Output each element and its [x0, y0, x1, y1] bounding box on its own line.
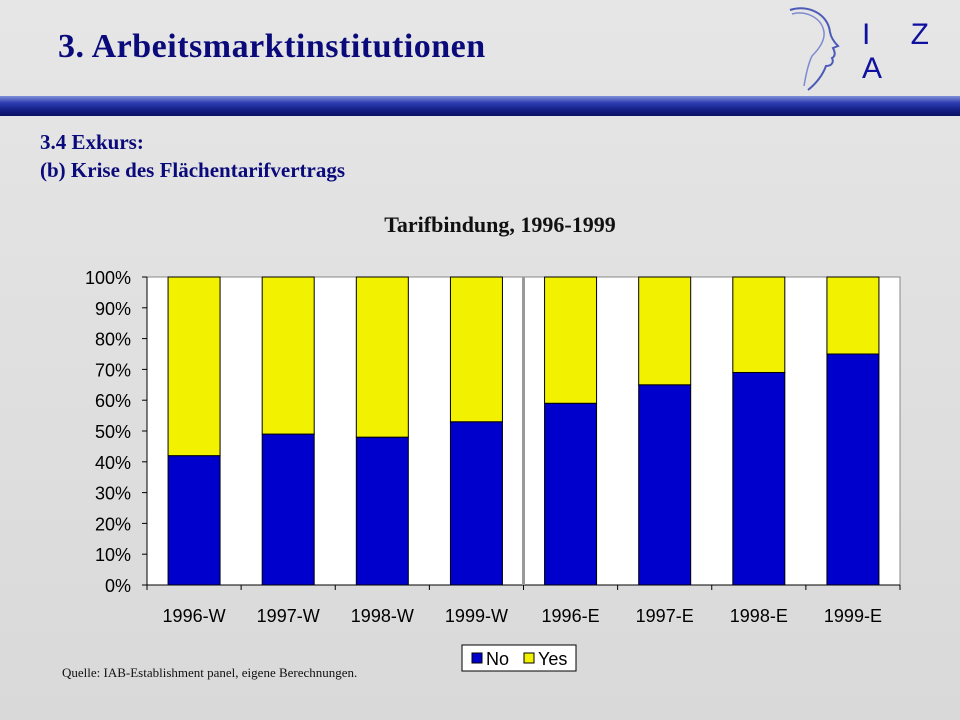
y-tick-label: 10% — [95, 545, 131, 565]
y-tick-label: 40% — [95, 453, 131, 473]
slide-title: 3. Arbeitsmarktinstitutionen — [58, 28, 486, 65]
x-tick-label: 1999-E — [824, 606, 882, 626]
x-tick-label: 1996-E — [542, 606, 600, 626]
legend-label-no: No — [486, 649, 509, 669]
subtitle-line-2: (b) Krise des Flächentarifvertrags — [40, 158, 346, 182]
iza-logo — [789, 7, 840, 91]
y-tick-label: 100% — [85, 268, 131, 288]
bar-yes-1998-W — [355, 276, 409, 438]
y-tick-label: 0% — [105, 576, 131, 596]
y-tick-label: 60% — [95, 391, 131, 411]
y-tick-label: 70% — [95, 360, 131, 380]
logo-text: I Z A — [862, 18, 945, 85]
bar-no-1996-E — [544, 402, 598, 586]
bar-yes-1999-E — [826, 276, 880, 355]
legend-swatch-yes — [523, 652, 535, 664]
x-tick-label: 1997-W — [257, 606, 320, 626]
bar-yes-1996-E — [544, 276, 598, 404]
stacked-bar-chart: 0% 10% 20% 30% 40% 50% 60% 70% 80% 90% 100% 1996-W 1… — [85, 268, 901, 672]
bar-no-1998-W — [355, 436, 409, 586]
header-divider-bar — [0, 96, 960, 116]
x-tick-label: 1997-E — [636, 606, 694, 626]
x-tick-label: 1996-W — [163, 606, 226, 626]
bar-no-1997-E — [638, 384, 692, 586]
y-tick-label: 80% — [95, 330, 131, 350]
bar-yes-1997-W — [261, 276, 315, 435]
subtitle-line-1: 3.4 Exkurs: — [40, 130, 144, 154]
bar-no-1998-E — [732, 371, 786, 586]
x-tick-label: 1999-W — [445, 606, 508, 626]
y-tick-label: 20% — [95, 514, 131, 534]
chart-title: Tarifbindung, 1996-1999 — [384, 212, 616, 237]
bar-no-1997-W — [261, 433, 315, 586]
x-tick-label: 1998-E — [730, 606, 788, 626]
bar-no-1996-W — [167, 455, 221, 586]
source-note: Quelle: IAB-Establishment panel, eigene … — [62, 665, 358, 680]
section-subtitle: 3.4 Exkurs: (b) Krise des Flächentarifve… — [40, 128, 345, 184]
bar-yes-1996-W — [167, 276, 221, 457]
bar-no-1999-E — [826, 353, 880, 586]
legend-swatch-no — [471, 652, 483, 664]
y-tick-label: 50% — [95, 422, 131, 442]
y-tick-label: 90% — [95, 299, 131, 319]
bar-yes-1998-E — [732, 276, 786, 373]
bar-yes-1997-E — [638, 276, 692, 386]
bar-no-1999-W — [449, 421, 503, 586]
slide-header: 3. Arbeitsmarktinstitutionen I Z A — [0, 0, 960, 96]
x-tick-label: 1998-W — [351, 606, 414, 626]
bar-yes-1999-W — [449, 276, 503, 423]
y-tick-label: 30% — [95, 484, 131, 504]
legend-label-yes: Yes — [538, 649, 567, 669]
